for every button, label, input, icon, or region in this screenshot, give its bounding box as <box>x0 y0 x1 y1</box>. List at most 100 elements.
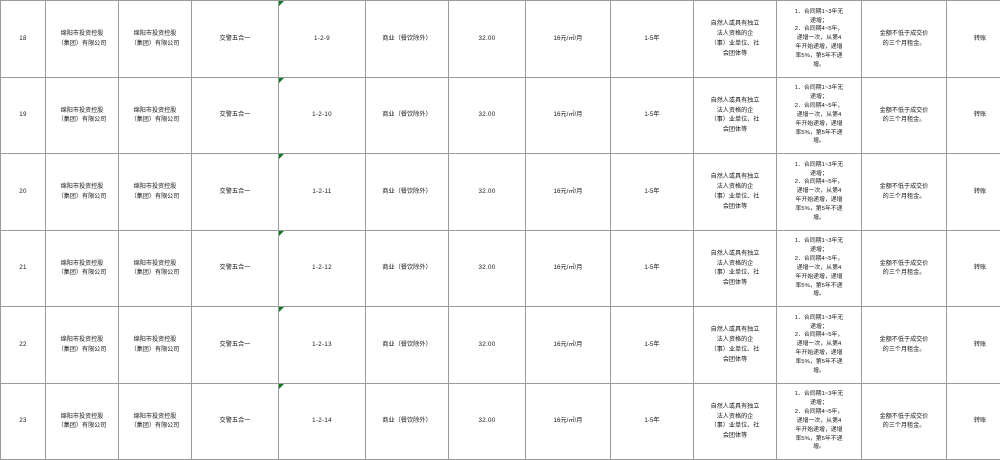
cell-tenant-qualification[interactable]: 自然人或具有独立 法人资格的企 （事）业单位、社 会团体等 <box>693 153 777 231</box>
cell-payment-method[interactable]: 转账 <box>946 229 1000 307</box>
cell-tenant-qualification[interactable]: 自然人或具有独立 法人资格的企 （事）业单位、社 会团体等 <box>693 382 777 460</box>
table-row[interactable]: 22 绵阳市投资控股 （集团）有限公司 绵阳市投资控股 （集团）有限公司 交警五合一 1… <box>0 306 1000 384</box>
cell-tenant-qualification[interactable]: 自然人或具有独立 法人资格的企 （事）业单位、社 会团体等 <box>693 0 777 78</box>
cell-unit-number[interactable]: 1-2-12 <box>278 229 366 307</box>
cell-payment-method[interactable]: 转账 <box>946 0 1000 78</box>
cell-owner-company[interactable]: 绵阳市投资控股 （集团）有限公司 <box>45 76 119 154</box>
cell-payment-method[interactable]: 转账 <box>946 76 1000 154</box>
cell-lease-term[interactable]: 1-5年 <box>610 382 694 460</box>
row-number-text: 22 <box>19 340 27 348</box>
cell-project-name[interactable]: 交警五合一 <box>191 0 279 78</box>
cell-increment-terms[interactable]: 1．合同期1~3年无 递增； 2．合同期4~5年， 递增一次，从第4 年开始递增… <box>776 382 862 460</box>
manager-company-text: 绵阳市投资控股 （集团）有限公司 <box>130 183 180 200</box>
cell-increment-terms[interactable]: 1．合同期1~3年无 递增； 2．合同期4~5年， 递增一次，从第4 年开始递增… <box>776 153 862 231</box>
cell-project-name[interactable]: 交警五合一 <box>191 382 279 460</box>
cell-payment-method[interactable]: 转账 <box>946 306 1000 384</box>
cell-increment-terms[interactable]: 1．合同期1~3年无 递增； 2．合同期4~5年， 递增一次，从第4 年开始递增… <box>776 306 862 384</box>
table-row[interactable]: 21 绵阳市投资控股 （集团）有限公司 绵阳市投资控股 （集团）有限公司 交警五合一 1… <box>0 229 1000 307</box>
cell-usage-type[interactable]: 商业（餐饮除外） <box>365 0 449 78</box>
cell-increment-terms[interactable]: 1．合同期1~3年无 递增； 2．合同期4~5年， 递增一次，从第4 年开始递增… <box>776 0 862 78</box>
cell-deposit-terms[interactable]: 金额不低于成交价 的三个月租金。 <box>861 229 947 307</box>
cell-unit-number[interactable]: 1-2-14 <box>278 382 366 460</box>
cell-project-name[interactable]: 交警五合一 <box>191 153 279 231</box>
cell-price[interactable]: 16元/㎡/月 <box>525 306 611 384</box>
cell-area[interactable]: 32.00 <box>448 76 526 154</box>
usage-type-text: 商业（餐饮除外） <box>382 34 432 42</box>
table-row[interactable]: 23 绵阳市投资控股 （集团）有限公司 绵阳市投资控股 （集团）有限公司 交警五合一 1… <box>0 382 1000 460</box>
table-row[interactable]: 20 绵阳市投资控股 （集团）有限公司 绵阳市投资控股 （集团）有限公司 交警五合一 1… <box>0 153 1000 231</box>
cell-usage-type[interactable]: 商业（餐饮除外） <box>365 153 449 231</box>
cell-owner-company[interactable]: 绵阳市投资控股 （集团）有限公司 <box>45 382 119 460</box>
cell-row-number[interactable]: 21 <box>0 229 46 307</box>
project-name-text: 交警五合一 <box>219 111 251 119</box>
cell-unit-number[interactable]: 1-2-11 <box>278 153 366 231</box>
table-row[interactable]: 18 绵阳市投资控股 （集团）有限公司 绵阳市投资控股 （集团）有限公司 交警五合一 1… <box>0 0 1000 78</box>
cell-lease-term[interactable]: 1-5年 <box>610 306 694 384</box>
cell-deposit-terms[interactable]: 金额不低于成交价 的三个月租金。 <box>861 0 947 78</box>
area-text: 32.00 <box>478 187 496 195</box>
cell-project-name[interactable]: 交警五合一 <box>191 76 279 154</box>
cell-deposit-terms[interactable]: 金额不低于成交价 的三个月租金。 <box>861 306 947 384</box>
cell-row-number[interactable]: 19 <box>0 76 46 154</box>
cell-price[interactable]: 16元/㎡/月 <box>525 0 611 78</box>
cell-row-number[interactable]: 22 <box>0 306 46 384</box>
cell-price[interactable]: 16元/㎡/月 <box>525 153 611 231</box>
cell-tenant-qualification[interactable]: 自然人或具有独立 法人资格的企 （事）业单位、社 会团体等 <box>693 76 777 154</box>
cell-manager-company[interactable]: 绵阳市投资控股 （集团）有限公司 <box>118 382 192 460</box>
cell-project-name[interactable]: 交警五合一 <box>191 229 279 307</box>
project-name-text: 交警五合一 <box>219 34 251 42</box>
cell-area[interactable]: 32.00 <box>448 382 526 460</box>
cell-project-name[interactable]: 交警五合一 <box>191 306 279 384</box>
cell-unit-number[interactable]: 1-2-9 <box>278 0 366 78</box>
deposit-terms-text: 金额不低于成交价 的三个月租金。 <box>879 106 929 124</box>
cell-lease-term[interactable]: 1-5年 <box>610 153 694 231</box>
cell-area[interactable]: 32.00 <box>448 229 526 307</box>
cell-manager-company[interactable]: 绵阳市投资控股 （集团）有限公司 <box>118 229 192 307</box>
comment-marker-icon <box>279 307 284 312</box>
cell-owner-company[interactable]: 绵阳市投资控股 （集团）有限公司 <box>45 229 119 307</box>
increment-terms-text: 1．合同期1~3年无 递增； 2．合同期4~5年， 递增一次，从第4 年开始递增… <box>794 391 844 451</box>
cell-lease-term[interactable]: 1-5年 <box>610 229 694 307</box>
cell-manager-company[interactable]: 绵阳市投资控股 （集团）有限公司 <box>118 306 192 384</box>
cell-usage-type[interactable]: 商业（餐饮除外） <box>365 76 449 154</box>
cell-increment-terms[interactable]: 1．合同期1~3年无 递增； 2．合同期4~5年， 递增一次，从第4 年开始递增… <box>776 229 862 307</box>
cell-payment-method[interactable]: 转账 <box>946 153 1000 231</box>
cell-manager-company[interactable]: 绵阳市投资控股 （集团）有限公司 <box>118 76 192 154</box>
cell-area[interactable]: 32.00 <box>448 0 526 78</box>
row-number-text: 20 <box>19 187 27 195</box>
cell-owner-company[interactable]: 绵阳市投资控股 （集团）有限公司 <box>45 0 119 78</box>
cell-price[interactable]: 16元/㎡/月 <box>525 382 611 460</box>
cell-row-number[interactable]: 23 <box>0 382 46 460</box>
cell-lease-term[interactable]: 1-5年 <box>610 76 694 154</box>
owner-company-text: 绵阳市投资控股 （集团）有限公司 <box>57 30 107 47</box>
tenant-qualification-text: 自然人或具有独立 法人资格的企 （事）业单位、社 会团体等 <box>710 402 760 439</box>
cell-price[interactable]: 16元/㎡/月 <box>525 76 611 154</box>
cell-payment-method[interactable]: 转账 <box>946 382 1000 460</box>
cell-price[interactable]: 16元/㎡/月 <box>525 229 611 307</box>
cell-row-number[interactable]: 18 <box>0 0 46 78</box>
lease-term-text: 1-5年 <box>644 34 660 42</box>
cell-area[interactable]: 32.00 <box>448 306 526 384</box>
cell-row-number[interactable]: 20 <box>0 153 46 231</box>
cell-unit-number[interactable]: 1-2-13 <box>278 306 366 384</box>
cell-usage-type[interactable]: 商业（餐饮除外） <box>365 229 449 307</box>
cell-usage-type[interactable]: 商业（餐饮除外） <box>365 306 449 384</box>
cell-tenant-qualification[interactable]: 自然人或具有独立 法人资格的企 （事）业单位、社 会团体等 <box>693 306 777 384</box>
row-number-text: 18 <box>19 34 27 42</box>
cell-deposit-terms[interactable]: 金额不低于成交价 的三个月租金。 <box>861 76 947 154</box>
cell-increment-terms[interactable]: 1．合同期1~3年无 递增； 2．合同期4~5年， 递增一次，从第4 年开始递增… <box>776 76 862 154</box>
usage-type-text: 商业（餐饮除外） <box>382 417 432 425</box>
cell-area[interactable]: 32.00 <box>448 153 526 231</box>
manager-company-text: 绵阳市投资控股 （集团）有限公司 <box>130 336 180 353</box>
table-row[interactable]: 19 绵阳市投资控股 （集团）有限公司 绵阳市投资控股 （集团）有限公司 交警五合一 1… <box>0 76 1000 154</box>
cell-usage-type[interactable]: 商业（餐饮除外） <box>365 382 449 460</box>
cell-manager-company[interactable]: 绵阳市投资控股 （集团）有限公司 <box>118 0 192 78</box>
cell-owner-company[interactable]: 绵阳市投资控股 （集团）有限公司 <box>45 153 119 231</box>
cell-tenant-qualification[interactable]: 自然人或具有独立 法人资格的企 （事）业单位、社 会团体等 <box>693 229 777 307</box>
cell-owner-company[interactable]: 绵阳市投资控股 （集团）有限公司 <box>45 306 119 384</box>
cell-lease-term[interactable]: 1-5年 <box>610 0 694 78</box>
cell-deposit-terms[interactable]: 金额不低于成交价 的三个月租金。 <box>861 382 947 460</box>
cell-manager-company[interactable]: 绵阳市投资控股 （集团）有限公司 <box>118 153 192 231</box>
cell-unit-number[interactable]: 1-2-10 <box>278 76 366 154</box>
cell-deposit-terms[interactable]: 金额不低于成交价 的三个月租金。 <box>861 153 947 231</box>
